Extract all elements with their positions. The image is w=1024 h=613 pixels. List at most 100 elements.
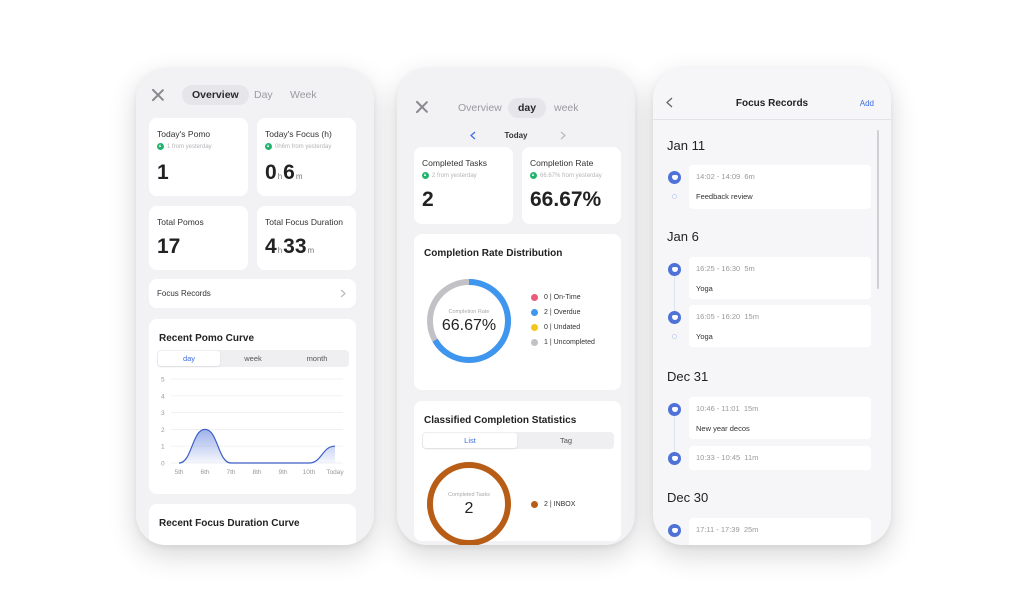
card-title: Today's Focus (h) (265, 129, 332, 139)
focus-record-card[interactable]: 10:46 - 11:01 15m New year decos (689, 397, 871, 439)
card-value: 4h33m (265, 235, 315, 258)
total-pomos-card: Total Pomos 17 (149, 206, 248, 270)
chevron-left-icon[interactable] (470, 131, 476, 140)
card-title: Total Focus Duration (265, 217, 343, 227)
segment-week[interactable]: week (244, 354, 262, 363)
record-note: New year decos (696, 424, 750, 433)
close-icon[interactable] (415, 100, 429, 114)
focus-timer-icon (668, 263, 681, 276)
day-top-bar: Overview day week (397, 68, 635, 120)
back-chevron-icon[interactable] (666, 97, 673, 108)
section-title: Classified Completion Statistics (424, 415, 577, 426)
total-focus-duration-card: Total Focus Duration 4h33m (257, 206, 356, 270)
timeline-dot (672, 194, 677, 199)
completion-rate-distribution-card: Completion Rate Distribution Completion … (414, 234, 621, 390)
focus-records-label: Focus Records (157, 289, 211, 298)
todays-focus-card: Today's Focus (h) 0h6m from yesterday 0h… (257, 118, 356, 196)
chevron-right-icon[interactable] (560, 131, 566, 140)
record-date-header: Dec 31 (667, 369, 709, 384)
legend-uncompleted: 1 | Uncompleted (531, 339, 595, 346)
recent-focus-duration-card: Recent Focus Duration Curve (149, 504, 356, 545)
focus-timer-icon (668, 452, 681, 465)
legend-undated: 0 | Undated (531, 324, 580, 331)
classification-selector: List Tag (422, 432, 614, 449)
section-title: Completion Rate Distribution (424, 248, 563, 259)
y-tick-label: 1 (161, 444, 165, 451)
record-date-header: Jan 11 (667, 138, 706, 153)
pomo-line (178, 428, 336, 464)
tab-overview[interactable]: Overview (458, 102, 502, 114)
record-note: Yoga (696, 284, 713, 293)
tab-overview[interactable]: Overview (182, 85, 249, 105)
completion-rate-card: Completion Rate 66.67% from yesterday 66… (522, 147, 621, 224)
overview-screen: Overview Day Week Today's Pomo 1 from ye… (136, 68, 374, 545)
x-tick-label: 6th (200, 469, 209, 476)
todays-pomo-card: Today's Pomo 1 from yesterday 1 (149, 118, 248, 196)
record-time: 10:33 - 10:45 11m (696, 453, 759, 462)
focus-record-card[interactable]: 16:05 - 16:20 15m Yoga (689, 305, 871, 347)
tab-day[interactable]: Day (254, 89, 273, 101)
focus-records-row[interactable]: Focus Records (149, 279, 356, 308)
legend-dot (531, 339, 538, 346)
scrollbar[interactable] (877, 130, 879, 289)
y-tick-label: 2 (161, 427, 165, 434)
tab-week[interactable]: week (554, 102, 579, 114)
legend-dot (531, 501, 538, 508)
segment-tag[interactable]: Tag (559, 436, 573, 445)
card-change: 2 from yesterday (422, 172, 477, 179)
up-arrow-icon (265, 143, 272, 150)
card-change: 1 from yesterday (157, 143, 212, 150)
focus-record-card[interactable]: 10:33 - 10:45 11m (689, 446, 871, 470)
card-value: 17 (157, 235, 181, 258)
card-title: Today's Pomo (157, 129, 211, 139)
completed-tasks-donut (427, 462, 511, 545)
donut-label: Completed Tasks (447, 492, 491, 498)
record-time: 16:25 - 16:30 5m (696, 264, 755, 273)
record-time: 17:11 - 17:39 25m (696, 525, 759, 534)
card-value: 1 (157, 161, 169, 184)
page-title: Focus Records (735, 98, 809, 109)
record-time: 10:46 - 11:01 15m (696, 404, 759, 413)
x-tick-label: 5th (174, 469, 183, 476)
legend-overdue: 2 | Overdue (531, 309, 580, 316)
up-arrow-icon (422, 172, 429, 179)
record-note: Yoga (696, 332, 713, 341)
y-tick-label: 4 (161, 393, 165, 400)
focus-records-header: Focus Records Add (653, 68, 891, 120)
overview-top-bar: Overview Day Week (136, 68, 374, 120)
focus-timer-icon (668, 403, 681, 416)
x-tick-label: Today (326, 469, 344, 476)
focus-record-card[interactable]: 17:11 - 17:39 25m (689, 518, 871, 545)
focus-record-card[interactable]: 16:25 - 16:30 5m Yoga (689, 257, 871, 299)
recent-pomo-curve-card: Recent Pomo Curve day week month 0 1 2 3 4 5 5… (149, 319, 356, 494)
focus-timer-icon (668, 524, 681, 537)
focus-records-screen: Focus Records Add Jan 11 14:02 - 14:09 6… (653, 68, 891, 545)
segment-month[interactable]: month (306, 354, 328, 363)
section-title: Recent Pomo Curve (159, 333, 255, 344)
add-button[interactable]: Add (859, 99, 874, 108)
timeline-line (674, 416, 675, 452)
focus-timer-icon (668, 311, 681, 324)
pomo-area (179, 429, 335, 463)
chevron-right-icon (340, 289, 346, 298)
legend-dot (531, 294, 538, 301)
x-tick-label: 7th (226, 469, 235, 476)
legend-dot (531, 324, 538, 331)
classified-completion-card: Classified Completion Statistics List Ta… (414, 401, 621, 545)
tab-day[interactable]: day (508, 98, 547, 118)
y-tick-label: 3 (161, 410, 165, 417)
legend-dot (531, 309, 538, 316)
focus-record-card[interactable]: 14:02 - 14:09 6m Feedback review (689, 165, 871, 209)
pomo-curve-chart: 0 1 2 3 4 5 5th 6th 7th 8th 9th 10th Today (161, 377, 344, 477)
completion-rate-donut (427, 279, 511, 363)
tab-week[interactable]: Week (290, 89, 317, 101)
day-screen: Overview day week Today Completed Tasks … (397, 68, 635, 545)
segment-list[interactable]: List (423, 433, 517, 448)
record-date-header: Dec 30 (667, 490, 709, 505)
record-time: 14:02 - 14:09 6m (696, 172, 755, 181)
close-icon[interactable] (151, 88, 165, 102)
donut-overdue-segment (427, 279, 511, 363)
x-tick-label: 10th (303, 469, 316, 476)
x-tick-label: 9th (278, 469, 287, 476)
segment-day[interactable]: day (158, 351, 220, 366)
